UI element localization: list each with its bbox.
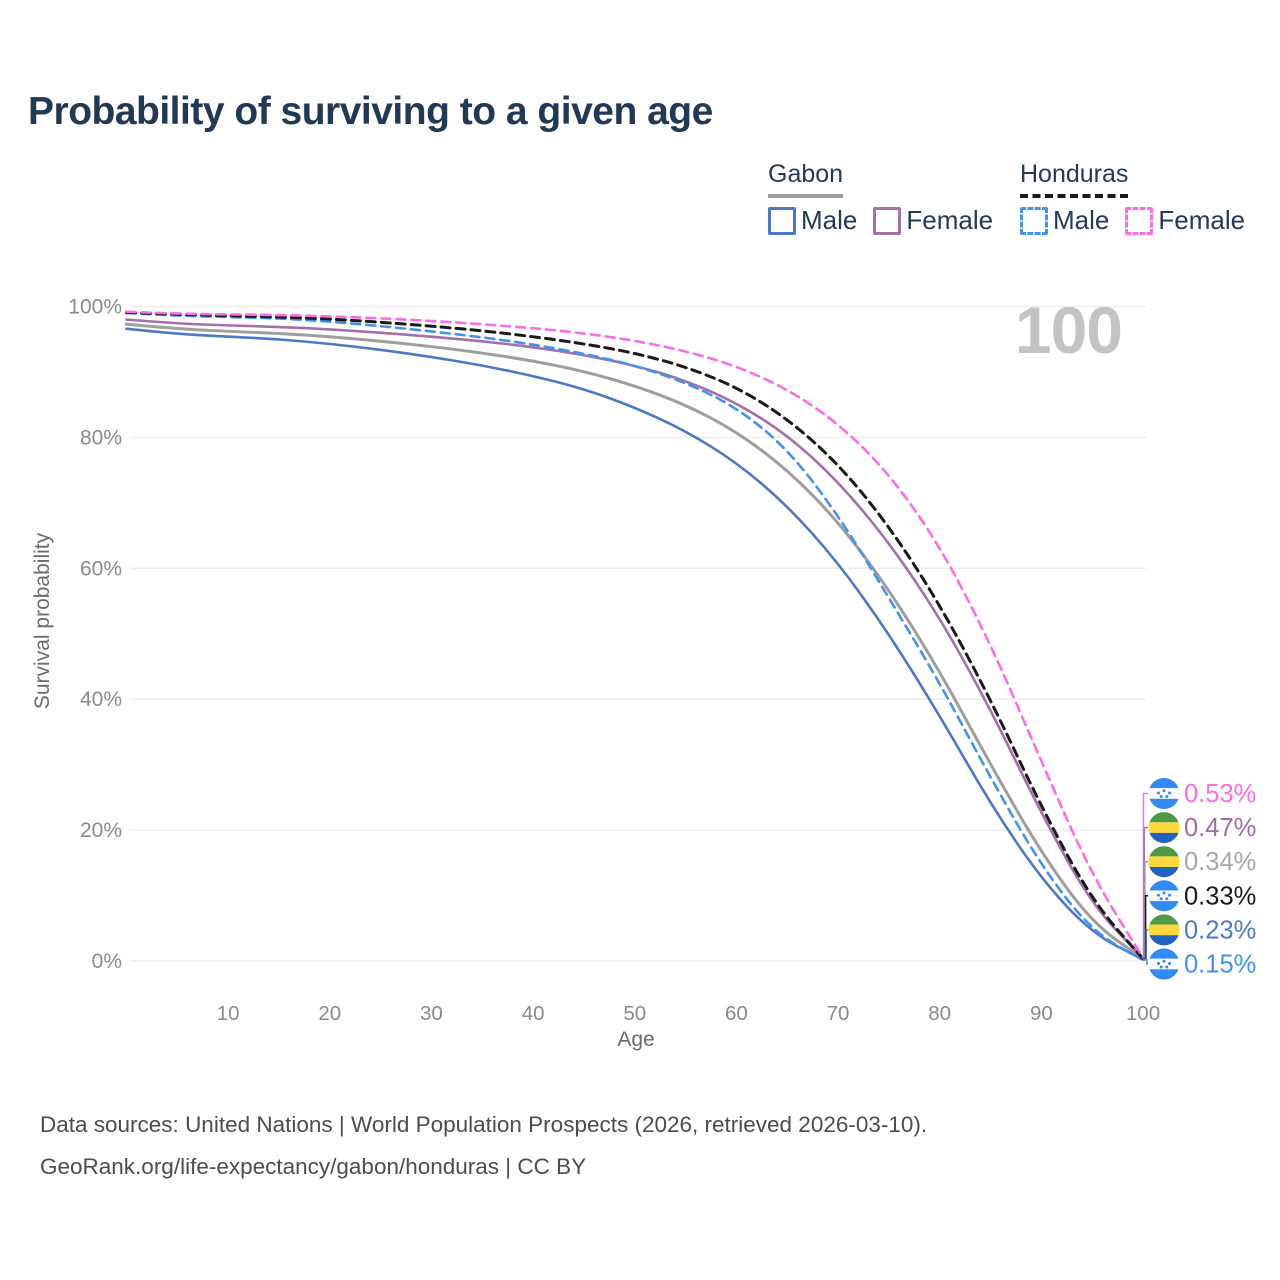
series-line-gabon-total[interactable] (125, 322, 1145, 961)
legend-gabon-male[interactable]: Male (768, 205, 857, 236)
honduras-flag-icon (1148, 880, 1180, 912)
y-axis-title: Survival probability (31, 532, 54, 710)
gabon-male-swatch-icon (768, 206, 796, 235)
x-tick-10: 10 (217, 1002, 240, 1025)
legend-gabon-header[interactable]: Gabon (768, 160, 844, 198)
legend-honduras-female[interactable]: Female (1125, 205, 1245, 236)
y-tick-60: 60% (80, 557, 122, 580)
end-label-honduras-male: 0.15% (1184, 951, 1256, 979)
series-line-gabon-male[interactable] (125, 327, 1145, 961)
legend-group-honduras: Honduras Male Female (1020, 160, 1245, 236)
end-label-gabon-male: 0.23% (1184, 916, 1256, 944)
end-label-gabon-total: 0.34% (1184, 848, 1256, 876)
x-tick-50: 50 (623, 1002, 646, 1025)
current-age-watermark: 100 (1014, 293, 1123, 367)
end-label-honduras-female: 0.53% (1184, 780, 1256, 808)
x-tick-100: 100 (1126, 1002, 1160, 1025)
series-line-honduras-male[interactable] (125, 311, 1145, 962)
x-tick-90: 90 (1030, 1002, 1053, 1025)
end-connector-honduras-male (1143, 959, 1148, 965)
legend-gabon-female[interactable]: Female (873, 205, 993, 236)
honduras-flag-icon (1148, 948, 1180, 980)
y-tick-100: 100% (68, 296, 122, 319)
footer: Data sources: United Nations | World Pop… (40, 1104, 927, 1188)
series-line-honduras-total[interactable] (125, 310, 1145, 961)
x-tick-70: 70 (827, 1002, 850, 1025)
x-tick-30: 30 (420, 1002, 443, 1025)
y-tick-20: 20% (80, 819, 122, 842)
x-tick-80: 80 (928, 1002, 951, 1025)
honduras-flag-icon (1148, 778, 1180, 809)
y-tick-80: 80% (80, 426, 122, 449)
legend-gabon-female-label: Female (906, 205, 994, 235)
end-label-gabon-female: 0.47% (1184, 814, 1256, 842)
y-tick-0: 0% (92, 950, 122, 973)
honduras-female-swatch-icon (1125, 206, 1154, 235)
legend-gabon-male-label: Male (801, 205, 858, 235)
legend-honduras-male[interactable]: Male (1020, 205, 1109, 236)
footer-sources: Data sources: United Nations | World Pop… (40, 1112, 928, 1137)
y-tick-40: 40% (80, 688, 122, 711)
gabon-flag-icon (1148, 846, 1180, 878)
series-line-gabon-female[interactable] (125, 318, 1145, 960)
page-title: Probability of surviving to a given age (28, 90, 713, 133)
gabon-flag-icon (1148, 812, 1180, 844)
legend-group-gabon: Gabon Male Female (768, 160, 993, 236)
x-tick-40: 40 (522, 1002, 545, 1025)
x-tick-20: 20 (318, 1002, 341, 1025)
x-tick-60: 60 (725, 1002, 748, 1025)
series-line-honduras-female[interactable] (125, 310, 1145, 959)
footer-attribution: GeoRank.org/life-expectancy/gabon/hondur… (40, 1154, 587, 1179)
legend-honduras-female-label: Female (1158, 205, 1246, 235)
honduras-male-swatch-icon (1020, 206, 1048, 235)
legend-honduras-male-label: Male (1053, 205, 1110, 235)
x-axis-title: Age (617, 1028, 655, 1051)
end-label-honduras-total: 0.33% (1184, 882, 1256, 910)
gabon-female-swatch-icon (873, 206, 902, 235)
gabon-flag-icon (1148, 914, 1180, 946)
legend-honduras-header[interactable]: Honduras (1020, 160, 1129, 198)
